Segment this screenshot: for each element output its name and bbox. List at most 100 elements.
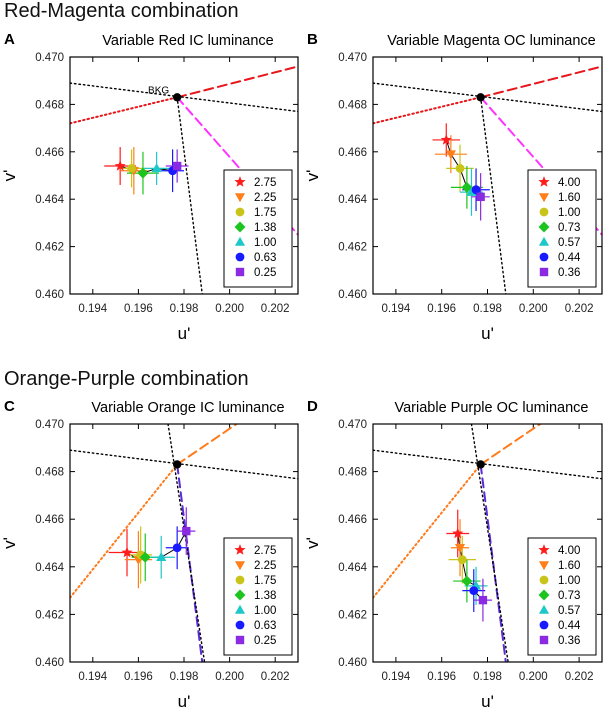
panel-a-legend-marker-0.63	[235, 252, 245, 262]
panel-a-legend-label-2.75: 2.75	[254, 177, 276, 189]
panel-b-line-black-dotted-2	[479, 96, 507, 294]
panel-b-legend-marker-0.57	[538, 236, 550, 246]
panel-d-line-orange-dashed	[479, 424, 542, 466]
panel-d-legend-marker-0.36	[539, 635, 549, 645]
section-title-orange-purple: Orange-Purple combination	[4, 368, 249, 390]
panel-c-ylabel: v'	[0, 537, 19, 549]
panel-c-line-orange-dashed	[176, 424, 238, 466]
panel-a-legend-label-1.38: 1.38	[254, 222, 276, 234]
panel-d-bkg-point	[476, 460, 485, 469]
panel-b-line-red-dotted	[373, 96, 482, 125]
panel-b-lines	[373, 65, 602, 294]
panel-c-legend-marker-1.75	[235, 575, 245, 585]
panel-b-line-red-dashed	[479, 65, 602, 99]
panel-a-legend-marker-1.00	[234, 236, 246, 246]
panel-d-legend-label-0.44: 0.44	[558, 620, 581, 632]
panel-a-ytick-label: 0.466	[35, 147, 64, 159]
panel-b-legend-box	[527, 169, 597, 288]
panel-b-legend-marker-0.44	[539, 252, 549, 262]
panel-c-legend-marker-0.63	[235, 620, 245, 630]
panel-d-point-0.44	[469, 586, 479, 596]
panel-b-xlabel: u'	[481, 324, 494, 343]
panel-a-legend-label-0.25: 0.25	[254, 267, 276, 279]
panel-d-legend-label-0.73: 0.73	[558, 590, 580, 602]
panel-c-line-black-dotted-1	[70, 449, 298, 480]
panel-a-point-1.00	[151, 163, 162, 173]
panel-d-xlabel: u'	[481, 692, 494, 711]
section-title-red-magenta: Red-Magenta combination	[4, 0, 239, 22]
panel-d-ytick-label: 0.470	[338, 419, 367, 431]
panel-a-ytick-label: 0.464	[35, 194, 64, 206]
panel-c-bkg-point	[172, 460, 182, 469]
panel-d-legend-label-0.57: 0.57	[558, 605, 580, 617]
panel-c-point-0.25	[182, 526, 191, 536]
panel-b-legend-marker-1.60	[538, 193, 550, 203]
panel-c-point-1.00	[156, 552, 167, 562]
panel-c-lines	[70, 424, 298, 662]
panel-c-legend-label-2.75: 2.75	[254, 545, 276, 557]
panel-a-line-red-dotted	[70, 96, 179, 125]
panel-b-line-magenta-dashed	[479, 96, 602, 236]
panel-a-ytick-label: 0.462	[35, 242, 64, 254]
panel-a-xtick-label: 0.200	[215, 303, 244, 315]
panel-b-legend-label-1.60: 1.60	[558, 192, 580, 204]
panel-a-title: Variable Red IC luminance	[102, 33, 273, 49]
panel-a-legend-marker-2.75	[234, 176, 246, 187]
panel-a-legend-marker-1.38	[234, 221, 246, 233]
panel-a-point-0.25	[172, 161, 182, 171]
panel-d-xtick-label: 0.200	[519, 671, 548, 683]
panel-b-legend-label-1.00: 1.00	[558, 207, 580, 219]
panel-d-legend-marker-0.44	[539, 620, 549, 630]
panel-b-point-4.00	[440, 134, 452, 145]
panel-c-frame	[69, 423, 299, 663]
panel-c-legend-label-1.00: 1.00	[254, 605, 276, 617]
panel-d-point-0.36	[478, 595, 488, 605]
panel-a-ytick-label: 0.468	[35, 99, 64, 111]
panel-d-line-black-dotted-1	[373, 449, 602, 480]
panel-d: D Variable Purple OC luminance 0.194 0.196 0…	[303, 398, 603, 711]
panel-a-legend-box	[223, 169, 293, 288]
panel-b-point-0.73	[461, 181, 473, 193]
panel-b-xtick-label: 0.200	[519, 303, 548, 315]
panel-c-xtick-label: 0.200	[215, 671, 244, 683]
panel-d-legend-marker-0.57	[538, 604, 550, 614]
panel-c-legend-marker-1.38	[234, 589, 246, 601]
panel-d-frame	[372, 423, 603, 663]
panel-c-legend-label-1.75: 1.75	[254, 575, 276, 587]
panel-c: C Variable Orange IC luminance 0.194 0.196 0…	[0, 398, 299, 711]
panel-a-legend-label-0.63: 0.63	[254, 252, 276, 264]
panel-a-legend-label-1.75: 1.75	[254, 207, 276, 219]
panel-d-ylabel: v'	[303, 537, 322, 549]
panel-a-bkg-point	[172, 93, 182, 102]
panel-a-line-black-dotted-1	[70, 82, 298, 113]
panel-b-ytick-label: 0.464	[338, 194, 367, 206]
panel-c-xtick-label: 0.196	[124, 671, 153, 683]
panel-d-legend-label-0.36: 0.36	[558, 635, 580, 647]
panel-d-xtick-label: 0.202	[565, 671, 594, 683]
panel-a-legend-marker-0.25	[235, 267, 245, 277]
panel-c-line-orange-dotted	[70, 463, 179, 599]
panel-c-legend-marker-2.25	[234, 561, 246, 571]
panel-c-legend-label-2.25: 2.25	[254, 560, 276, 572]
panel-a-xlabel: u'	[178, 324, 191, 343]
panel-d-line-orange-dotted	[373, 463, 482, 599]
panel-b-legend-label-0.36: 0.36	[558, 267, 580, 279]
panel-d-xtick-label: 0.194	[382, 671, 411, 683]
panel-c-legend-marker-0.25	[235, 635, 245, 645]
panel-a-xtick-label: 0.202	[261, 303, 290, 315]
panel-b-legend-label-0.57: 0.57	[558, 237, 580, 249]
panel-d-ytick-label: 0.460	[338, 657, 367, 669]
panel-d-point-0.73	[461, 575, 473, 587]
panel-b-legend-marker-1.00	[539, 207, 549, 217]
panel-a-legend-marker-1.75	[235, 207, 245, 217]
panel-b-bkg-point	[476, 93, 485, 102]
panel-c-point-1.38	[139, 551, 151, 563]
panel-b-legend-label-0.73: 0.73	[558, 222, 580, 234]
panel-c-point-2.75	[121, 546, 133, 558]
panel-c-legend-marker-2.75	[234, 544, 246, 555]
panel-c-xtick-label: 0.194	[78, 671, 107, 683]
panel-b-letter: B	[307, 31, 318, 48]
panel-a-legend-label-1.00: 1.00	[254, 237, 276, 249]
panel-d-ytick-label: 0.466	[338, 514, 367, 526]
